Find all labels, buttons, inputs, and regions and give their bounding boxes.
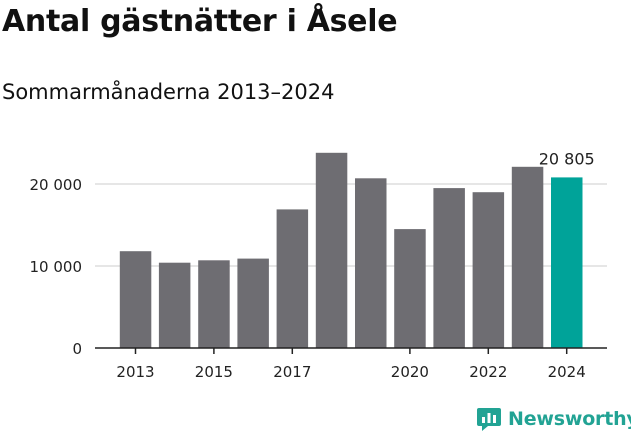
x-tick-label: 2017 (273, 363, 311, 381)
y-tick-label: 20 000 (30, 176, 83, 194)
bar-2013 (119, 251, 152, 348)
bar-2023 (511, 166, 544, 348)
bar-2022 (472, 192, 505, 348)
x-tick-label: 2022 (469, 363, 507, 381)
y-tick-label: 0 (72, 340, 82, 358)
newsworthy-logo-text: Newsworthy (508, 408, 631, 430)
bar-2020 (394, 229, 426, 348)
y-tick-label: 10 000 (30, 258, 83, 276)
bar-2024 (551, 177, 583, 348)
chart-title: Antal gästnätter i Åsele (2, 4, 398, 39)
bar-2015 (198, 260, 230, 348)
x-tick-label: 2013 (116, 363, 154, 381)
bar-2018 (315, 152, 348, 348)
data-label-2024: 20 805 (539, 149, 595, 168)
bar-2017 (276, 209, 309, 348)
bar-2021 (433, 188, 465, 348)
chart-subtitle: Sommarmånaderna 2013–2024 (2, 80, 335, 104)
newsworthy-logo-icon (477, 408, 501, 431)
bar-2014 (158, 262, 191, 348)
x-tick-label: 2024 (548, 363, 586, 381)
bar-2019 (355, 178, 387, 348)
newsworthy-logo: Newsworthy (476, 406, 631, 432)
x-tick-label: 2015 (195, 363, 233, 381)
x-tick-label: 2020 (391, 363, 429, 381)
bar-2016 (237, 258, 269, 348)
